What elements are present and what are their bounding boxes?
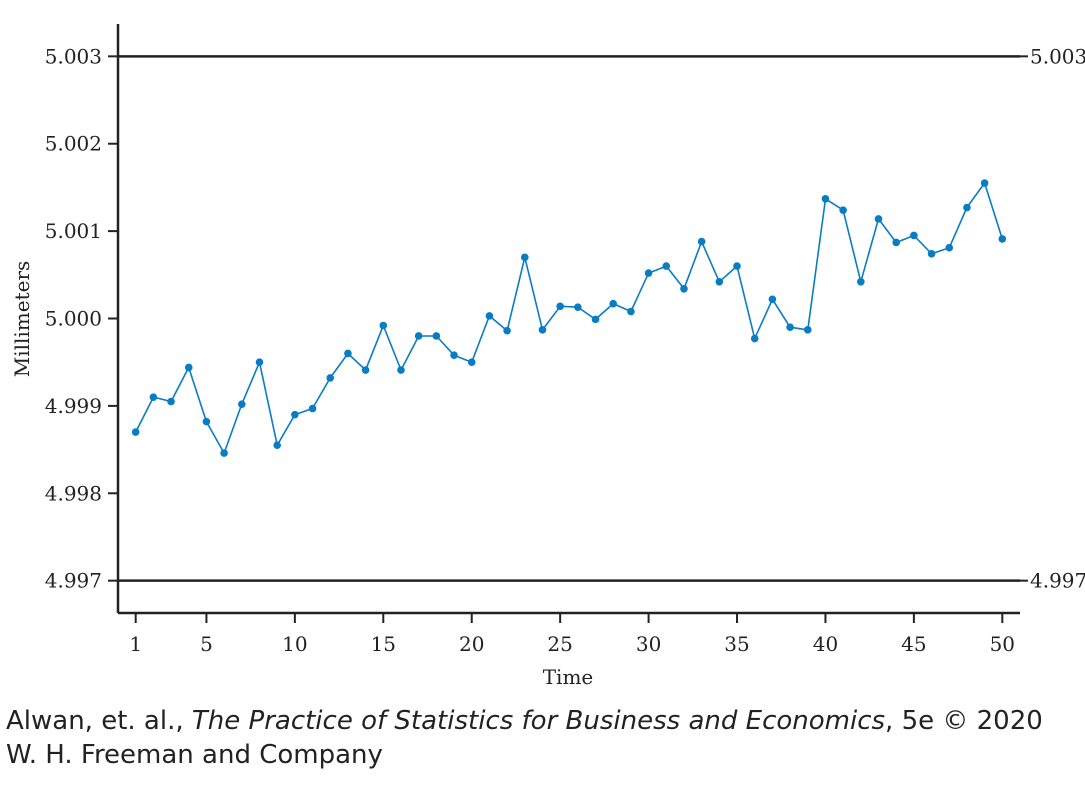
data-point: [839, 206, 847, 214]
control-limit-label: 4.997: [1030, 569, 1085, 593]
caption-suffix: , 5e © 2020: [885, 706, 1043, 736]
data-point: [680, 284, 688, 293]
data-point: [750, 334, 759, 343]
y-tick-label: 5.001: [45, 219, 102, 243]
y-tick-label: 5.003: [45, 44, 102, 68]
data-point: [697, 237, 706, 246]
y-tick-label: 4.997: [45, 569, 102, 593]
x-tick-label: 20: [459, 632, 484, 656]
y-tick-label: 5.000: [45, 307, 102, 331]
data-point: [786, 323, 794, 332]
data-point: [397, 366, 405, 374]
data-point: [202, 417, 211, 426]
data-point: [733, 262, 741, 270]
data-point: [591, 315, 600, 324]
x-axis-title: Time: [543, 665, 594, 689]
data-point: [432, 332, 441, 340]
data-point: [821, 194, 830, 203]
data-point: [874, 215, 883, 223]
control-limit-label: 5.003: [1030, 44, 1085, 68]
data-point: [361, 366, 370, 374]
data-point: [998, 235, 1007, 243]
data-point: [963, 203, 971, 212]
data-point: [715, 277, 724, 286]
data-point: [344, 349, 352, 358]
data-point: [803, 326, 812, 334]
data-point: [945, 243, 954, 252]
x-tick-label: 40: [813, 632, 838, 656]
data-point: [857, 277, 865, 286]
x-tick-label: 50: [990, 632, 1015, 656]
control-chart: 5.003 4.997 4.997 4.998 4.999 5.000 5.001 5.00…: [10, 24, 1085, 689]
data-point: [255, 358, 264, 366]
data-point: [910, 231, 918, 240]
y-axis-title: Millimeters: [10, 261, 34, 378]
data-point: [627, 307, 635, 316]
data-point: [485, 312, 494, 320]
data-point: [131, 428, 140, 436]
source-caption-line1: Alwan, et. al., The Practice of Statisti…: [6, 704, 1043, 738]
data-point: [520, 253, 529, 262]
x-tick-label: 5: [200, 632, 213, 656]
data-point: [450, 351, 458, 360]
x-tick-label: 35: [724, 632, 749, 656]
data-point: [892, 238, 900, 247]
data-point: [273, 441, 281, 450]
x-tick-label: 45: [901, 632, 926, 656]
data-point: [556, 302, 564, 311]
data-point: [503, 326, 511, 335]
data-point: [538, 326, 547, 334]
data-point: [220, 449, 228, 457]
x-tick-label: 10: [282, 632, 307, 656]
data-point: [167, 397, 175, 406]
source-caption-line2: W. H. Freeman and Company: [6, 740, 383, 770]
data-point: [574, 303, 582, 311]
caption-book-title: The Practice of Statistics for Business …: [191, 706, 886, 736]
data-point: [927, 250, 936, 258]
data-point: [644, 269, 653, 277]
data-point: [980, 179, 989, 187]
data-point: [662, 262, 671, 270]
data-point: [291, 410, 299, 419]
x-tick-label: 1: [129, 632, 142, 656]
data-point: [414, 332, 423, 340]
data-point: [768, 295, 777, 304]
data-point: [308, 404, 317, 413]
data-point: [379, 321, 388, 330]
series-line: [134, 182, 1004, 454]
y-tick-label: 4.998: [45, 481, 102, 505]
data-point: [238, 400, 246, 408]
series-layer: [131, 179, 1007, 457]
x-tick-label: 30: [636, 632, 661, 656]
data-point: [326, 374, 335, 382]
y-tick-label: 4.999: [45, 394, 102, 418]
data-point: [467, 358, 476, 366]
caption-prefix: Alwan, et. al.,: [6, 706, 192, 736]
data-point: [609, 299, 618, 308]
control-limits: 5.003 4.997: [118, 44, 1085, 593]
x-tick-label: 25: [547, 632, 572, 656]
data-point: [149, 393, 158, 401]
x-tick-label: 15: [371, 632, 396, 656]
y-tick-label: 5.002: [45, 132, 102, 156]
data-point: [184, 363, 193, 372]
